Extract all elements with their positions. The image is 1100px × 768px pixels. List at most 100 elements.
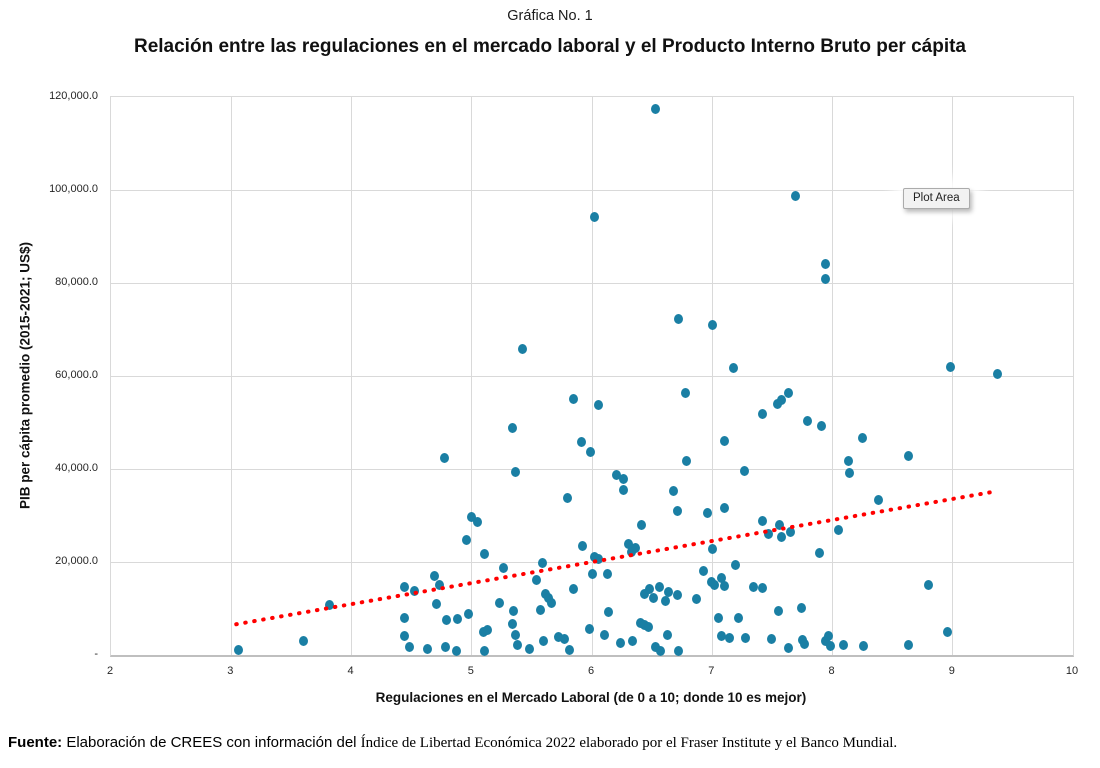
data-point xyxy=(564,644,574,655)
data-point xyxy=(681,387,691,398)
x-tick-label: 2 xyxy=(106,665,114,677)
y-tick-label: 100,000.0 xyxy=(49,183,98,195)
data-point xyxy=(713,612,723,623)
data-point xyxy=(604,606,614,617)
data-point xyxy=(903,450,913,461)
data-point xyxy=(480,645,490,656)
data-point xyxy=(651,642,661,653)
data-point xyxy=(783,643,793,654)
data-point xyxy=(546,597,556,608)
data-point xyxy=(824,630,834,641)
data-point xyxy=(783,387,793,398)
data-point xyxy=(409,585,419,596)
data-point xyxy=(636,519,646,530)
data-point xyxy=(777,531,787,542)
data-point xyxy=(644,622,654,633)
data-point xyxy=(611,470,621,481)
data-point xyxy=(834,524,843,535)
data-point xyxy=(593,400,603,411)
data-point xyxy=(576,437,586,448)
plot-area xyxy=(110,96,1074,657)
y-gridline xyxy=(111,189,1073,191)
data-point xyxy=(517,344,527,355)
data-point xyxy=(814,548,824,559)
data-point xyxy=(509,605,519,616)
data-point xyxy=(628,635,638,646)
y-tick-label: - xyxy=(94,648,98,660)
data-point xyxy=(943,627,953,638)
data-point xyxy=(903,640,913,651)
data-point xyxy=(820,258,830,269)
data-point xyxy=(599,630,609,640)
data-point xyxy=(298,635,308,646)
data-point xyxy=(682,456,692,467)
data-point xyxy=(524,644,534,655)
data-point xyxy=(758,583,768,594)
data-point xyxy=(820,636,830,647)
data-point xyxy=(672,505,682,516)
chart-title: Relación entre las regulaciones en el me… xyxy=(133,36,966,57)
data-point xyxy=(494,597,504,608)
plot-area-tooltip: Plot Area xyxy=(903,188,970,209)
data-point xyxy=(553,632,563,643)
data-point xyxy=(452,614,462,625)
data-point xyxy=(838,640,848,651)
data-point xyxy=(740,465,750,476)
data-point xyxy=(785,526,795,537)
data-point xyxy=(692,594,702,605)
data-point xyxy=(702,507,712,518)
source-text-sans: Elaboración de CREES con información del xyxy=(62,734,361,751)
data-point xyxy=(399,612,409,623)
y-gridline xyxy=(111,468,1073,470)
y-tick-label: 60,000.0 xyxy=(55,369,98,381)
data-point xyxy=(873,495,883,506)
data-point xyxy=(535,604,545,615)
data-point xyxy=(858,432,868,443)
data-point xyxy=(569,583,579,594)
data-point xyxy=(802,416,812,427)
data-point xyxy=(616,637,626,648)
data-point xyxy=(563,492,573,503)
data-point xyxy=(719,581,729,592)
x-tick-label: 7 xyxy=(708,665,715,677)
data-point xyxy=(758,516,768,527)
data-point xyxy=(651,103,661,114)
data-point xyxy=(603,569,613,580)
data-point xyxy=(463,609,473,620)
data-point xyxy=(434,579,444,590)
data-point xyxy=(538,557,548,568)
data-point xyxy=(859,641,869,652)
data-point xyxy=(724,632,734,643)
x-tick-label: 4 xyxy=(347,665,354,677)
data-point xyxy=(663,630,673,640)
data-point xyxy=(539,636,549,647)
data-point xyxy=(758,409,768,420)
data-point xyxy=(441,615,451,626)
data-point xyxy=(654,582,664,593)
data-point xyxy=(945,362,955,373)
data-point xyxy=(432,598,442,609)
data-point xyxy=(790,191,800,202)
data-point xyxy=(719,436,729,447)
data-point xyxy=(462,535,472,546)
data-point xyxy=(669,485,679,496)
data-point xyxy=(707,319,717,330)
y-tick-label: 120,000.0 xyxy=(49,90,98,102)
data-point xyxy=(512,640,522,651)
data-point xyxy=(777,395,787,406)
data-point xyxy=(773,605,783,616)
data-point xyxy=(593,554,603,565)
data-point xyxy=(992,368,1002,379)
data-point xyxy=(422,643,432,654)
data-point xyxy=(734,612,744,623)
data-point xyxy=(729,362,739,373)
source-note: Fuente: Elaboración de CREES con informa… xyxy=(8,734,1096,752)
data-point xyxy=(585,623,595,634)
data-point xyxy=(825,641,835,652)
data-point xyxy=(510,630,520,640)
data-point xyxy=(800,638,810,649)
y-gridline xyxy=(111,375,1073,377)
data-point xyxy=(559,634,569,645)
data-point xyxy=(672,590,682,600)
